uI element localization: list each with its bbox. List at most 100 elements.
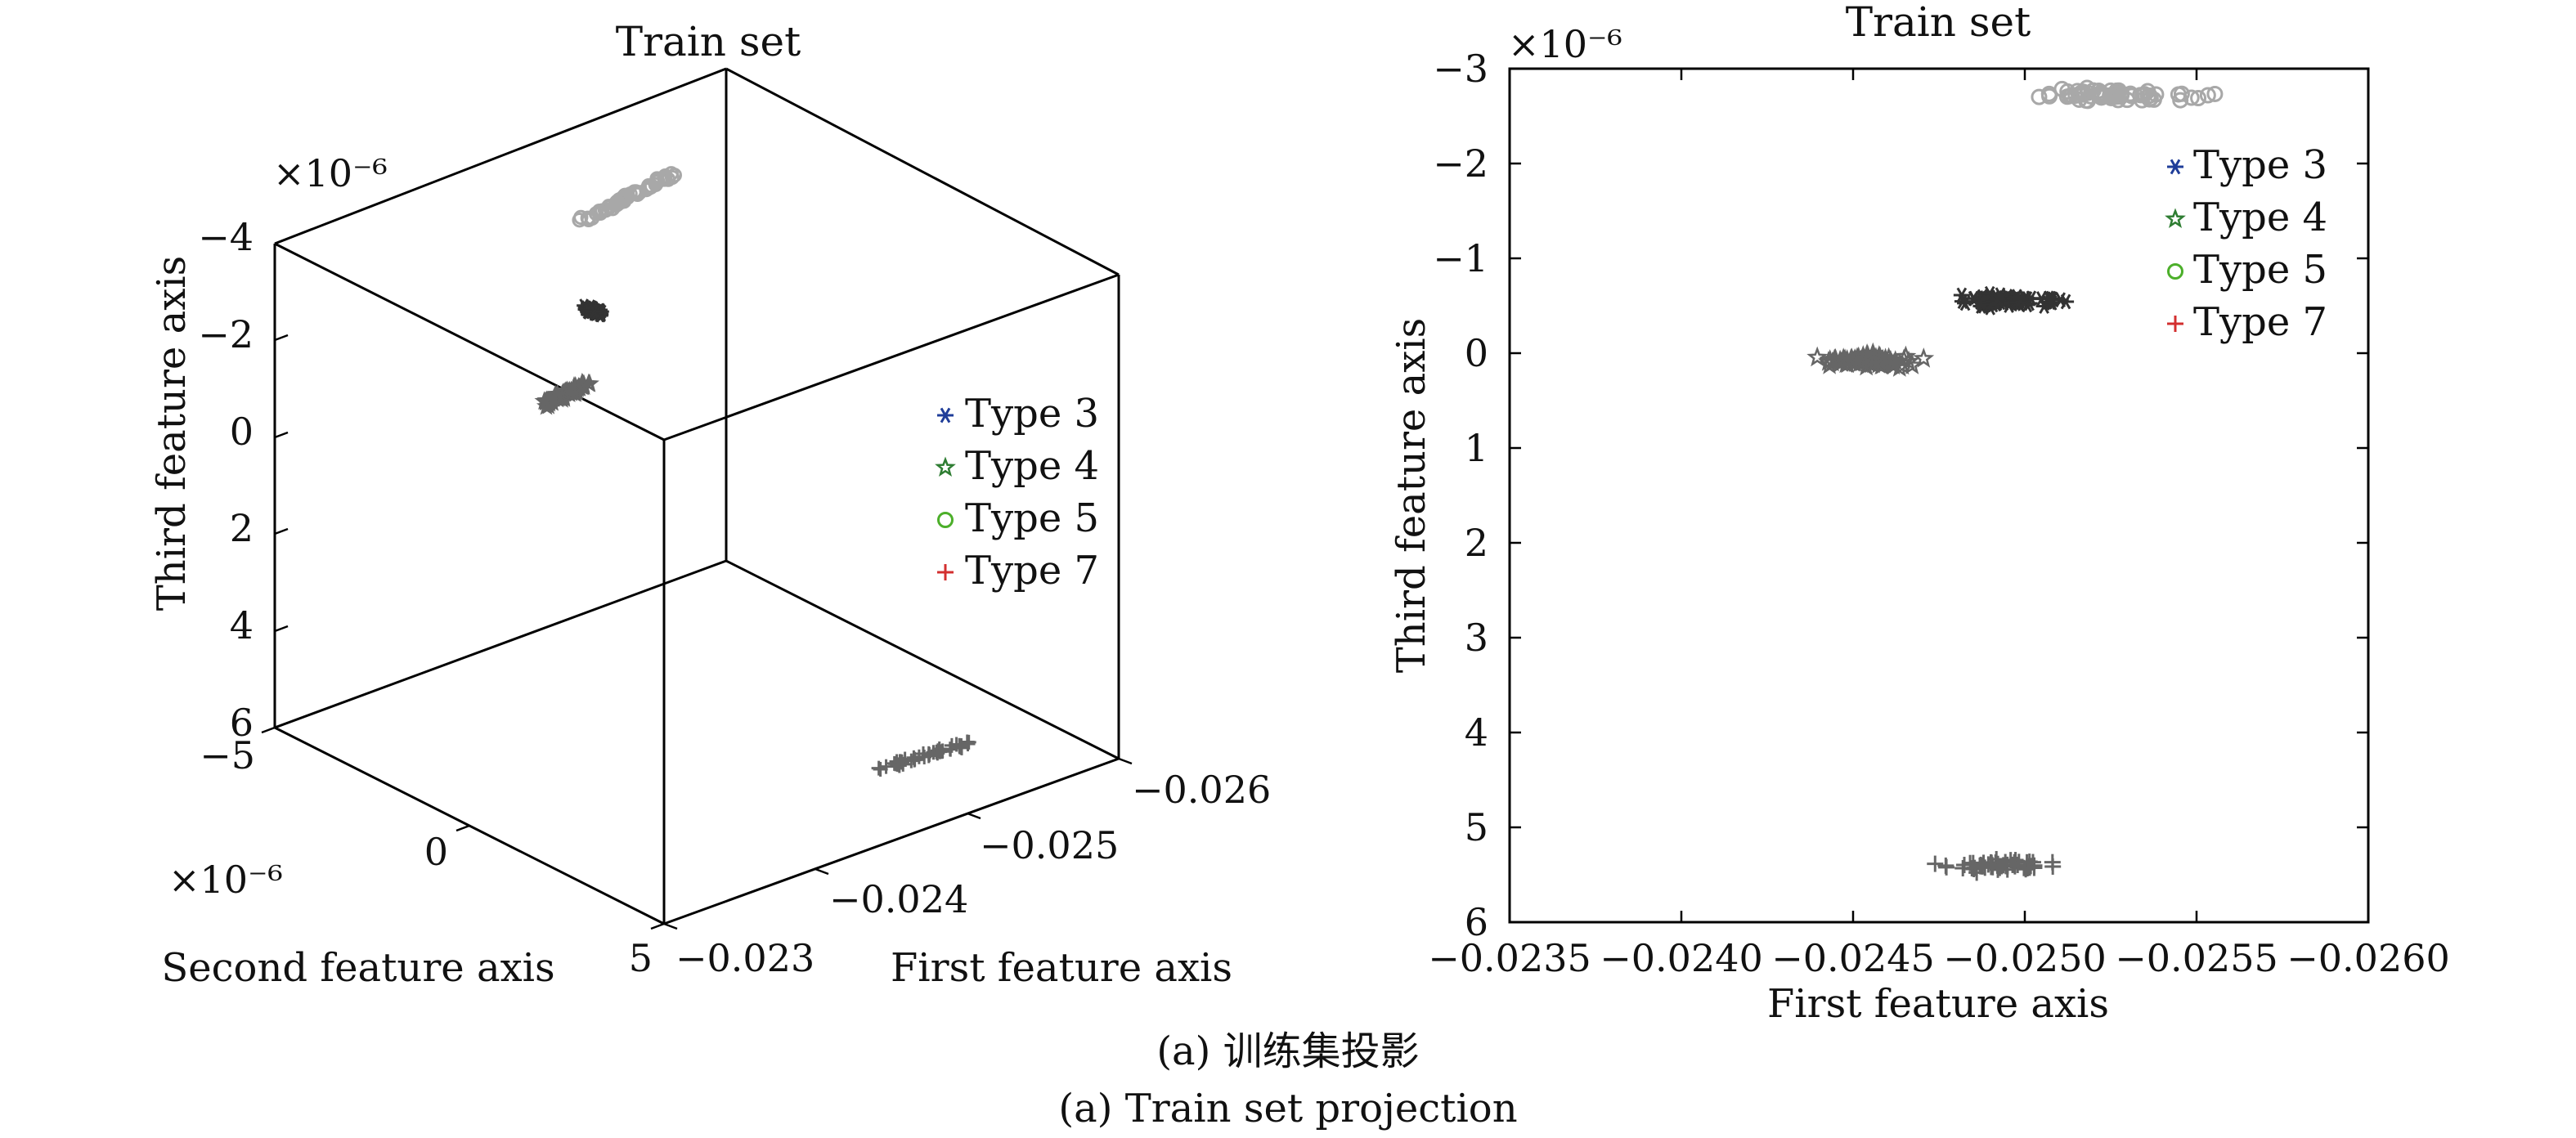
x-axis-label: First feature axis bbox=[1767, 981, 2109, 1027]
chart-3d: Train set −4 −2 0 2 4 6 bbox=[149, 18, 1271, 991]
y-tick-mark bbox=[456, 824, 470, 832]
legend-label: Type 7 bbox=[2193, 299, 2327, 345]
data-point bbox=[2052, 292, 2069, 308]
y-tick-label: 0 bbox=[424, 830, 448, 874]
x-tick-label: −0.0245 bbox=[1771, 936, 1935, 980]
y-tick-label: 0 bbox=[1465, 331, 1488, 375]
y-tick-label: 3 bbox=[1465, 616, 1488, 660]
data-point bbox=[949, 737, 964, 752]
y-axis-label: Third feature axis bbox=[1389, 318, 1434, 673]
legend-label: Type 3 bbox=[965, 391, 1099, 437]
x-tick-label: −0.023 bbox=[675, 936, 815, 980]
legend-label: Type 7 bbox=[965, 548, 1099, 594]
x-tick-label: −0.0250 bbox=[1943, 936, 2107, 980]
data-point bbox=[911, 749, 927, 764]
data-point bbox=[2006, 858, 2023, 875]
data-point bbox=[1806, 346, 1829, 367]
z-tick-mark bbox=[274, 625, 289, 633]
y-tick-label: −1 bbox=[1433, 236, 1488, 280]
legend-marker bbox=[935, 456, 956, 477]
z-tick-label: 0 bbox=[230, 410, 254, 454]
legend-label: Type 4 bbox=[965, 443, 1099, 489]
data-point bbox=[1927, 855, 1944, 872]
chart3d-title: Train set bbox=[616, 18, 801, 65]
data-point bbox=[952, 739, 967, 755]
x-tick-label: −0.026 bbox=[1132, 768, 1271, 812]
data-point bbox=[2199, 87, 2216, 104]
legend-marker-glyph bbox=[937, 512, 954, 528]
legend-marker-glyph bbox=[2167, 263, 2183, 280]
y-exponent: ×10⁻⁶ bbox=[1508, 22, 1622, 66]
data-point bbox=[2145, 91, 2162, 108]
data-point bbox=[574, 376, 595, 395]
y-tick-label: 5 bbox=[629, 936, 653, 980]
legend-marker bbox=[2167, 316, 2183, 332]
cube-edge bbox=[725, 559, 1120, 760]
z-tick-mark bbox=[274, 334, 289, 342]
caption-zh: (a) 训练集投影 bbox=[1156, 1028, 1419, 1074]
chart2d-title: Train set bbox=[1846, 0, 2031, 46]
z-exponent: ×10⁻⁶ bbox=[273, 151, 388, 195]
cube-edge bbox=[274, 559, 727, 729]
data-point bbox=[1962, 854, 1979, 871]
plot-frame bbox=[1508, 67, 2370, 924]
x-tick-mark bbox=[815, 867, 829, 876]
chart2d-points bbox=[1806, 79, 2224, 881]
z-tick-mark bbox=[274, 527, 289, 535]
data-point bbox=[1913, 347, 1935, 368]
data-point bbox=[2172, 92, 2189, 109]
data-point bbox=[2112, 88, 2129, 105]
data-point bbox=[1880, 349, 1901, 370]
x-axis-label: First feature axis bbox=[891, 945, 1232, 991]
x-axis-ticks bbox=[663, 757, 1133, 930]
data-point bbox=[1957, 295, 1974, 311]
y-tick-label: −5 bbox=[200, 733, 255, 777]
data-point bbox=[1857, 345, 1879, 365]
z-tick-label: 2 bbox=[230, 506, 254, 550]
data-point bbox=[568, 377, 589, 396]
caption-en: (a) Train set projection bbox=[1058, 1086, 1517, 1131]
data-point bbox=[2009, 856, 2026, 873]
legend-label: Type 5 bbox=[2193, 247, 2327, 293]
legend-marker-glyph bbox=[2167, 316, 2183, 332]
data-point bbox=[1938, 858, 1955, 876]
legend-marker bbox=[2167, 263, 2183, 280]
y-axis-ticks bbox=[261, 726, 665, 930]
data-point bbox=[922, 746, 937, 762]
legend-marker-glyph bbox=[935, 456, 956, 477]
z-tick-mark bbox=[274, 431, 289, 439]
x-tick-label: −0.024 bbox=[829, 877, 968, 921]
data-point bbox=[1972, 856, 1990, 873]
data-point bbox=[2173, 85, 2190, 102]
x-tick-label: −0.0255 bbox=[2115, 936, 2278, 980]
data-point bbox=[1972, 294, 1989, 311]
chart2d-legend: Type 3 Type 4 Type 5 Type 7 bbox=[2165, 142, 2327, 345]
data-point bbox=[573, 374, 594, 393]
data-point bbox=[2033, 291, 2050, 307]
data-point bbox=[2053, 80, 2071, 97]
data-point bbox=[584, 210, 600, 226]
data-point bbox=[1834, 348, 1856, 369]
data-point bbox=[1895, 345, 1917, 366]
legend-marker bbox=[937, 564, 954, 580]
legend-marker-glyph bbox=[2165, 208, 2186, 228]
y-exponent: ×10⁻⁶ bbox=[168, 858, 283, 902]
cube-edge bbox=[274, 67, 727, 245]
legend-marker bbox=[2165, 208, 2186, 228]
data-point bbox=[2190, 90, 2207, 107]
legend-marker bbox=[937, 512, 954, 528]
data-point bbox=[1997, 854, 2014, 871]
legend-label: Type 5 bbox=[965, 495, 1099, 541]
cube-edge bbox=[663, 757, 1120, 925]
legend-marker bbox=[937, 407, 954, 423]
legend-marker bbox=[2167, 159, 2183, 175]
y-tick-label: 6 bbox=[1465, 900, 1488, 944]
z-tick-label: 4 bbox=[230, 603, 254, 647]
legend-label: Type 3 bbox=[2193, 142, 2327, 188]
data-point bbox=[554, 383, 574, 401]
chart-2d: Train set −3 −2 −1 0 1 2 3 4 5 6 ×10⁻⁶ −… bbox=[1389, 0, 2450, 1027]
y-tick-label: −3 bbox=[1433, 47, 1488, 91]
data-point bbox=[935, 743, 950, 759]
data-point bbox=[2019, 859, 2036, 876]
